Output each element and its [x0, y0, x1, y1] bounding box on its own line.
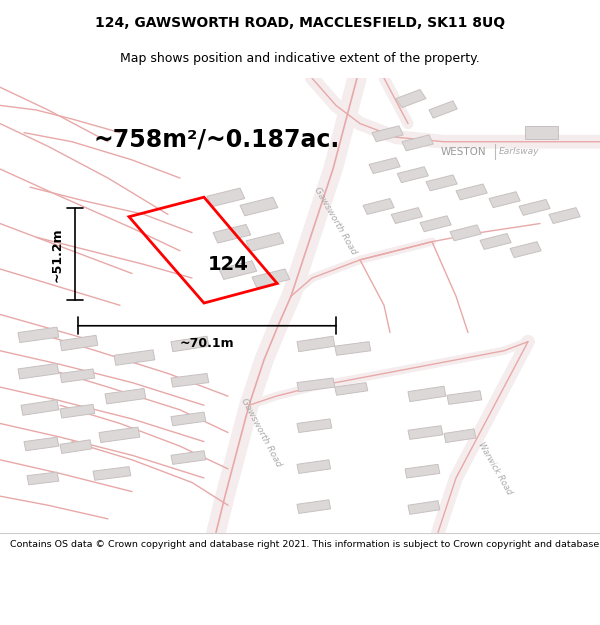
Text: ~51.2m: ~51.2m [50, 227, 64, 281]
Polygon shape [426, 175, 457, 191]
Polygon shape [246, 232, 284, 251]
Polygon shape [402, 135, 433, 151]
Text: WESTON: WESTON [441, 147, 487, 157]
Polygon shape [60, 440, 92, 454]
Polygon shape [489, 192, 520, 208]
Text: 124: 124 [208, 255, 248, 274]
Polygon shape [114, 350, 155, 365]
Polygon shape [510, 242, 541, 258]
Polygon shape [171, 451, 206, 464]
Text: 124, GAWSWORTH ROAD, MACCLESFIELD, SK11 8UQ: 124, GAWSWORTH ROAD, MACCLESFIELD, SK11 … [95, 16, 505, 31]
Polygon shape [420, 216, 451, 232]
Text: Contains OS data © Crown copyright and database right 2021. This information is : Contains OS data © Crown copyright and d… [10, 540, 600, 549]
Polygon shape [397, 167, 428, 182]
Polygon shape [391, 208, 422, 224]
Polygon shape [21, 400, 59, 415]
Polygon shape [297, 460, 331, 473]
Text: ~758m²/~0.187ac.: ~758m²/~0.187ac. [93, 127, 339, 151]
Polygon shape [18, 327, 59, 342]
Polygon shape [60, 369, 95, 382]
Polygon shape [24, 437, 59, 451]
Polygon shape [447, 391, 482, 404]
Polygon shape [480, 234, 511, 249]
Polygon shape [252, 269, 290, 288]
Polygon shape [171, 336, 209, 352]
Polygon shape [429, 101, 457, 118]
Polygon shape [60, 404, 95, 418]
Polygon shape [519, 199, 550, 216]
Polygon shape [396, 89, 426, 107]
Polygon shape [335, 382, 368, 395]
Polygon shape [171, 374, 209, 387]
Text: ~70.1m: ~70.1m [179, 336, 235, 349]
Polygon shape [297, 419, 332, 432]
Polygon shape [297, 500, 331, 513]
Text: Gawsworth Road: Gawsworth Road [239, 397, 283, 468]
Polygon shape [408, 386, 446, 402]
Polygon shape [219, 261, 257, 279]
Polygon shape [105, 389, 146, 404]
Polygon shape [450, 225, 481, 241]
Text: Warwick Road: Warwick Road [476, 441, 514, 497]
Polygon shape [93, 467, 131, 480]
Polygon shape [99, 427, 140, 442]
Text: Map shows position and indicative extent of the property.: Map shows position and indicative extent… [120, 52, 480, 65]
Text: Gawsworth Road: Gawsworth Road [312, 186, 358, 257]
Polygon shape [297, 336, 335, 352]
Polygon shape [363, 199, 394, 214]
Text: Earlsway: Earlsway [499, 148, 540, 156]
Polygon shape [60, 335, 98, 351]
Polygon shape [405, 464, 440, 478]
Polygon shape [335, 342, 371, 355]
Polygon shape [456, 184, 487, 200]
Polygon shape [525, 126, 558, 139]
Polygon shape [18, 364, 59, 379]
Polygon shape [444, 429, 476, 442]
Polygon shape [171, 412, 206, 426]
Polygon shape [369, 158, 400, 174]
Polygon shape [27, 472, 59, 485]
Polygon shape [408, 426, 443, 439]
Polygon shape [207, 188, 245, 207]
Polygon shape [549, 208, 580, 224]
Polygon shape [297, 378, 335, 392]
Polygon shape [213, 224, 251, 243]
Polygon shape [408, 501, 440, 514]
Polygon shape [372, 126, 403, 142]
Polygon shape [240, 197, 278, 216]
